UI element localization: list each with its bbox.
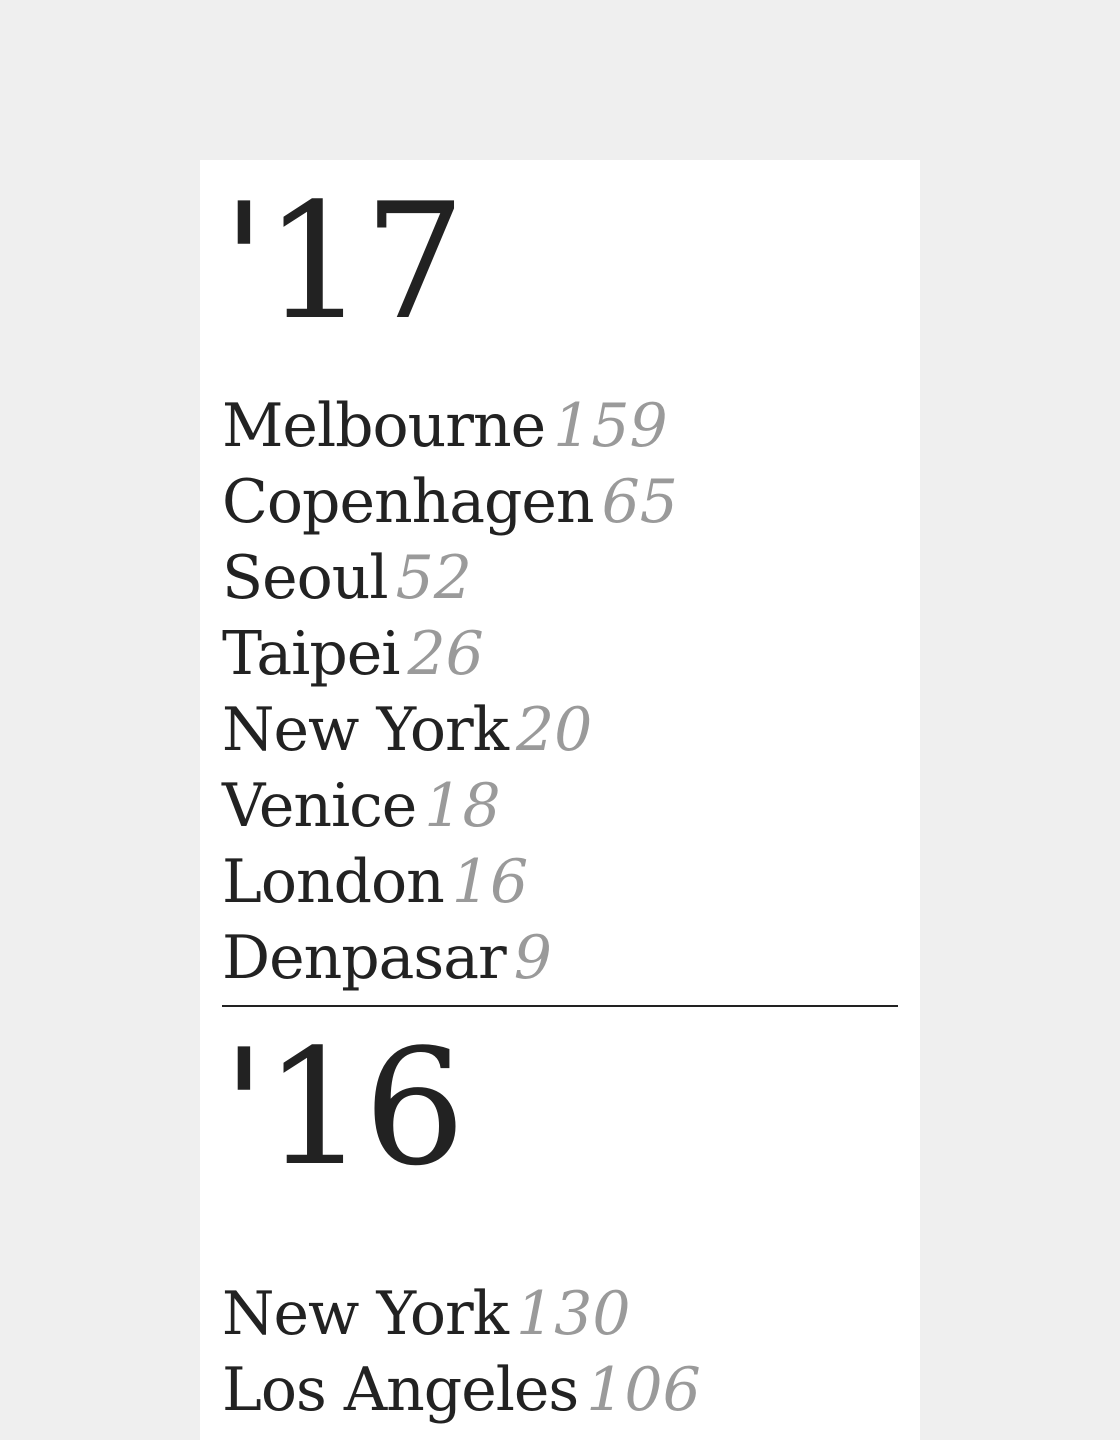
content-panel: '17 Melbourne 159 Copenhagen 65 Seoul 52 Ta…	[200, 160, 920, 1440]
city-count: 26	[407, 619, 484, 689]
city-name: Venice	[222, 771, 417, 841]
city-name: Melbourne	[222, 391, 546, 461]
city-item-denpasar: Denpasar 9	[222, 920, 898, 996]
year-section-2016: '16 New York 130 Los Angeles 106	[222, 1028, 898, 1428]
city-count: 130	[516, 1279, 631, 1349]
city-list: New York 130 Los Angeles 106	[222, 1276, 898, 1428]
city-item-los-angeles: Los Angeles 106	[222, 1352, 898, 1428]
city-count: 106	[586, 1355, 701, 1425]
city-item-seoul: Seoul 52	[222, 540, 898, 616]
city-count: 9	[513, 923, 552, 993]
year-section-2017: '17 Melbourne 159 Copenhagen 65 Seoul 52 Ta…	[222, 182, 898, 996]
city-item-new-york: New York 20	[222, 692, 898, 768]
city-name: Seoul	[222, 543, 389, 613]
city-count: 65	[601, 467, 678, 537]
city-name: Taipei	[222, 619, 400, 689]
year-heading: '16	[222, 1014, 466, 1201]
city-name: Los Angeles	[222, 1355, 579, 1425]
city-count: 20	[516, 695, 593, 765]
city-item-taipei: Taipei 26	[222, 616, 898, 692]
city-count: 16	[451, 847, 529, 917]
city-item-venice: Venice 18	[222, 768, 898, 844]
year-heading: '17	[222, 168, 466, 355]
city-name: London	[222, 847, 445, 917]
city-name: New York	[222, 1279, 509, 1349]
city-item-new-york: New York 130	[222, 1276, 898, 1352]
section-divider	[222, 1005, 898, 1007]
city-item-copenhagen: Copenhagen 65	[222, 464, 898, 540]
city-name: New York	[222, 695, 509, 765]
city-item-melbourne: Melbourne 159	[222, 388, 898, 464]
city-name: Copenhagen	[222, 467, 595, 537]
city-list: Melbourne 159 Copenhagen 65 Seoul 52 Taipei…	[222, 388, 898, 996]
city-count: 159	[553, 391, 668, 461]
city-item-london: London 16	[222, 844, 898, 920]
city-count: 18	[424, 771, 501, 841]
city-name: Denpasar	[222, 923, 507, 993]
city-count: 52	[395, 543, 472, 613]
